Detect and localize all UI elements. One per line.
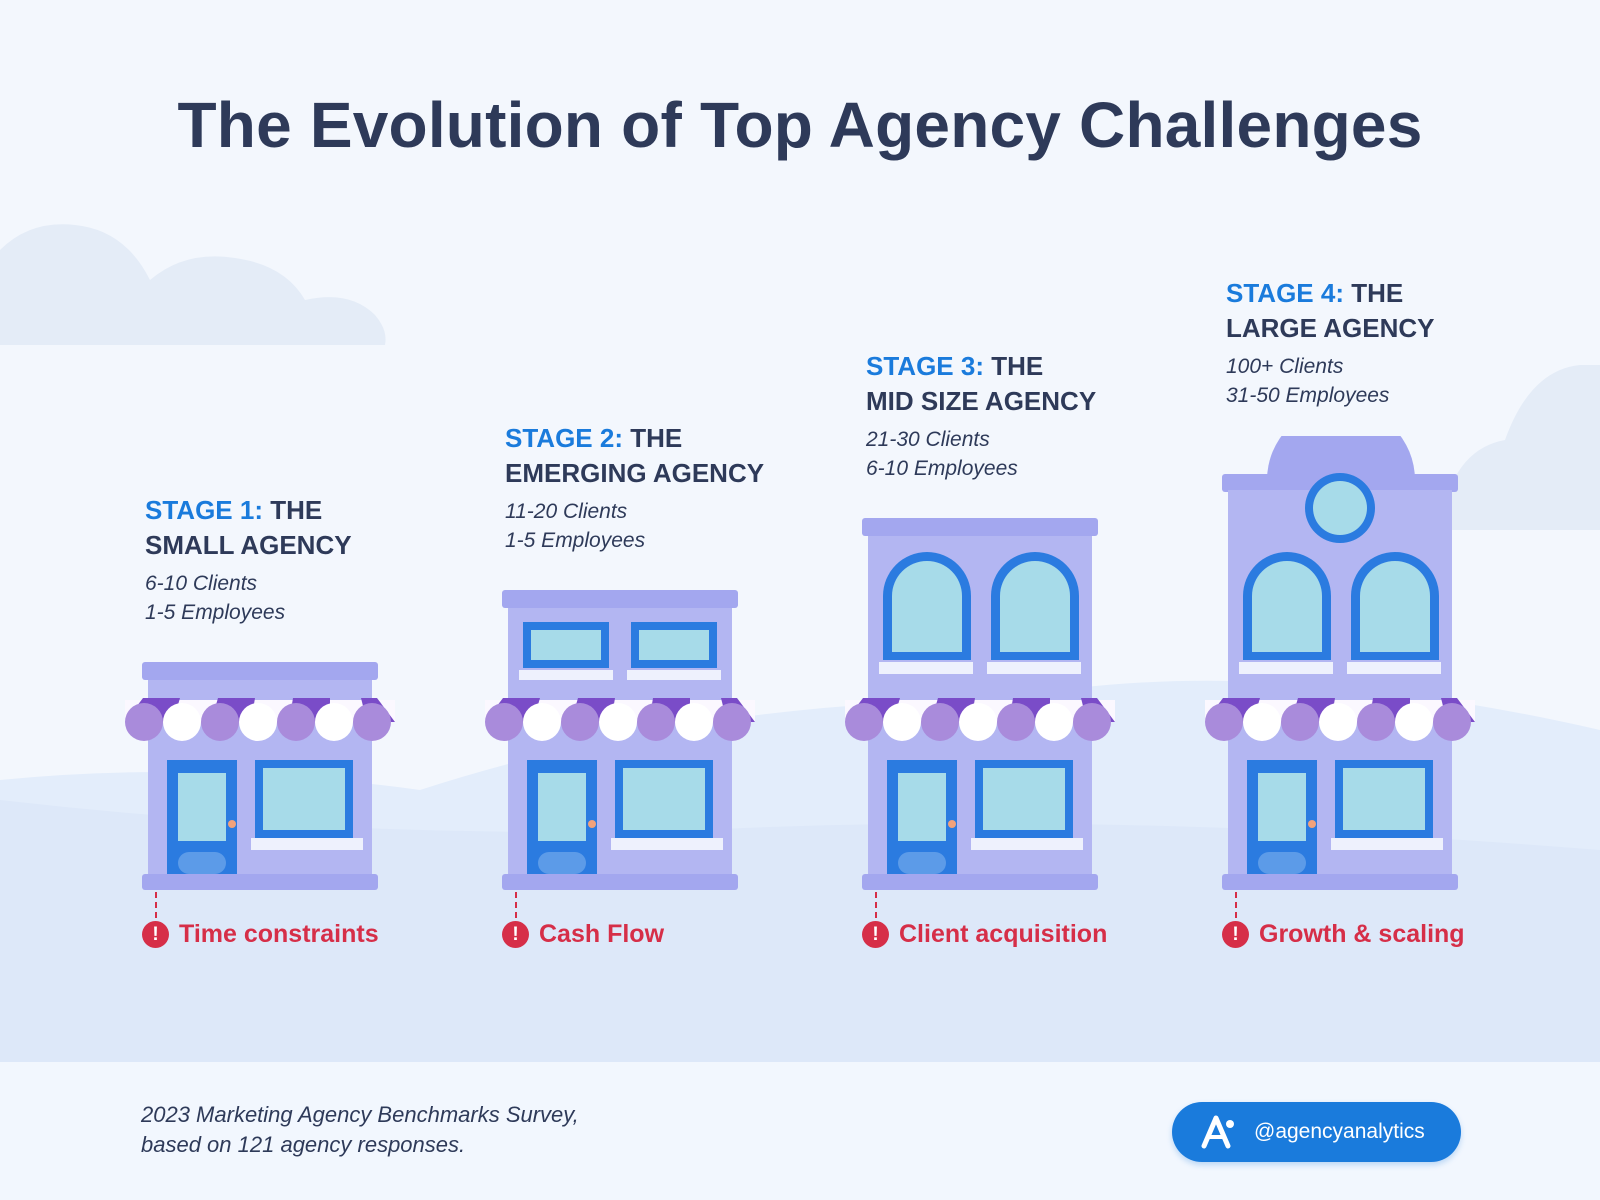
exclamation-alert-icon: ! [502, 921, 529, 948]
social-handle-badge[interactable]: @agencyanalytics [1172, 1102, 1461, 1162]
door [1247, 760, 1317, 890]
stage-4-name-line2: LARGE AGENCY [1226, 313, 1435, 343]
stage-4-title: STAGE 4: THE LARGE AGENCY [1226, 276, 1546, 346]
stage-4-challenge: ! Growth & scaling [1222, 920, 1465, 949]
stage-1-heading: STAGE 1: THE SMALL AGENCY 6-10 Clients 1… [145, 493, 465, 627]
awning [485, 698, 755, 741]
stage-4-heading: STAGE 4: THE LARGE AGENCY 100+ Clients 3… [1226, 276, 1546, 410]
awning [1205, 698, 1475, 741]
exclamation-alert-icon: ! [142, 921, 169, 948]
stage-1-number: STAGE 1: [145, 495, 263, 525]
shop-window [1331, 760, 1443, 850]
stage-3-employees: 6-10 Employees [866, 457, 1018, 480]
stage-3-heading: STAGE 3: THE MID SIZE AGENCY 21-30 Clien… [866, 349, 1186, 483]
stage-1-connector [155, 892, 157, 918]
stage-2-meta: 11-20 Clients 1-5 Employees [505, 497, 825, 555]
door [887, 760, 957, 890]
cloud-left [0, 224, 386, 345]
stage-2-heading: STAGE 2: THE EMERGING AGENCY 11-20 Clien… [505, 421, 825, 555]
door [527, 760, 597, 890]
stage-1-name-line1: THE [270, 495, 323, 525]
stage-2-employees: 1-5 Employees [505, 529, 646, 552]
stage-2-name-line2: EMERGING AGENCY [505, 458, 765, 488]
stage-3-connector [875, 892, 877, 918]
stage-1-clients: 6-10 Clients [145, 572, 258, 595]
stage-3-building [845, 518, 1115, 890]
agencyanalytics-logo-icon [1201, 1115, 1234, 1149]
stage-3-meta: 21-30 Clients 6-10 Employees [866, 425, 1186, 483]
stage-3-challenge-label: Client acquisition [899, 920, 1108, 948]
exclamation-alert-icon: ! [862, 921, 889, 948]
stage-2-title: STAGE 2: THE EMERGING AGENCY [505, 421, 825, 491]
stage-3-title: STAGE 3: THE MID SIZE AGENCY [866, 349, 1186, 419]
awning [125, 698, 395, 741]
shop-window [251, 760, 363, 850]
stage-4-challenge-label: Growth & scaling [1259, 920, 1465, 948]
stage-1-meta: 6-10 Clients 1-5 Employees [145, 569, 465, 627]
cloud-right [1440, 365, 1600, 530]
stage-4-name-line1: THE [1351, 278, 1404, 308]
page-title: The Evolution of Top Agency Challenges [177, 89, 1423, 161]
round-window [1305, 473, 1375, 543]
stage-2-building [485, 590, 755, 890]
stage-4-clients: 100+ Clients [1226, 355, 1344, 378]
awning [845, 698, 1115, 741]
source-line-1: 2023 Marketing Agency Benchmarks Survey, [141, 1102, 579, 1127]
source-note: 2023 Marketing Agency Benchmarks Survey,… [141, 1100, 579, 1160]
stage-3-number: STAGE 3: [866, 351, 984, 381]
arched-windows [879, 552, 1081, 674]
source-line-2: based on 121 agency responses. [141, 1132, 466, 1157]
stage-4-employees: 31-50 Employees [1226, 384, 1390, 407]
stage-1-challenge: ! Time constraints [142, 920, 379, 949]
stage-2-clients: 11-20 Clients [505, 500, 628, 523]
stage-1-challenge-label: Time constraints [179, 920, 379, 948]
stage-3-challenge: ! Client acquisition [862, 920, 1107, 949]
stage-4-connector [1235, 892, 1237, 918]
stage-1-employees: 1-5 Employees [145, 601, 286, 624]
arched-windows [1239, 552, 1441, 674]
front-hill [0, 800, 1600, 1062]
stage-2-number: STAGE 2: [505, 423, 623, 453]
stage-3-name-line1: THE [991, 351, 1044, 381]
shop-window [971, 760, 1083, 850]
social-handle-text: @agencyanalytics [1254, 1120, 1425, 1143]
stage-3-clients: 21-30 Clients [866, 428, 990, 451]
stage-2-challenge-label: Cash Flow [539, 920, 665, 948]
shop-window [611, 760, 723, 850]
upper-windows [519, 622, 721, 680]
stage-4-number: STAGE 4: [1226, 278, 1344, 308]
door [167, 760, 237, 890]
exclamation-alert-icon: ! [1222, 921, 1249, 948]
stage-3-name-line2: MID SIZE AGENCY [866, 386, 1097, 416]
stage-1-title: STAGE 1: THE SMALL AGENCY [145, 493, 465, 563]
stage-4-meta: 100+ Clients 31-50 Employees [1226, 352, 1546, 410]
stage-2-challenge: ! Cash Flow [502, 920, 664, 949]
stage-1-name-line2: SMALL AGENCY [145, 530, 352, 560]
stage-4-building [1205, 436, 1475, 890]
stage-1-building [125, 662, 395, 890]
stage-2-name-line1: THE [630, 423, 683, 453]
stage-2-connector [515, 892, 517, 918]
